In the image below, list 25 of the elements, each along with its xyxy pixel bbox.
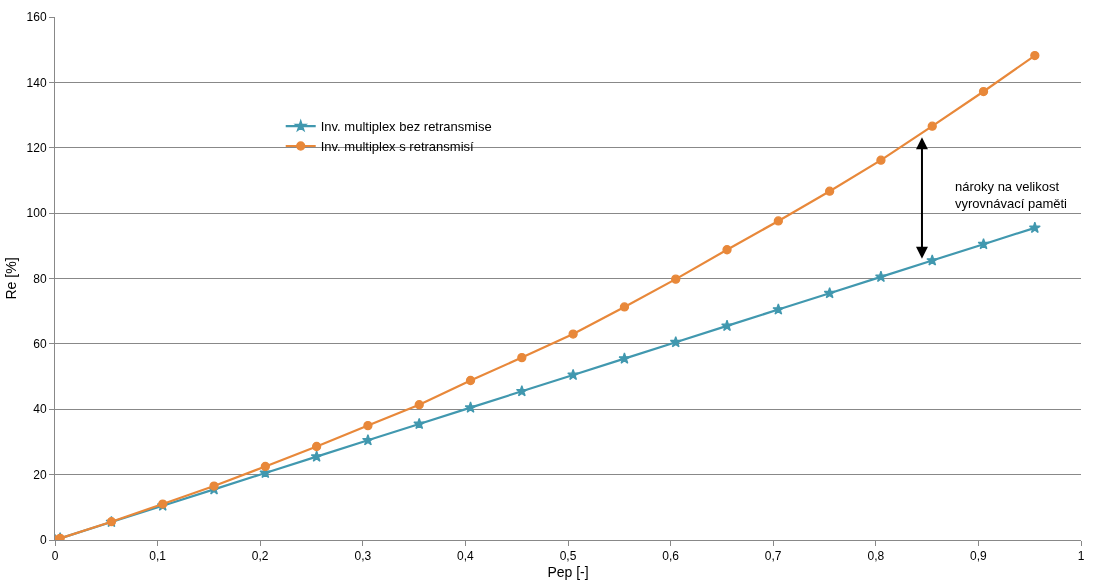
y-tick-label: 80 [33,271,47,286]
x-axis-title: Pep [-] [547,563,589,580]
x-tick-label: 0,8 [867,549,885,564]
y-tick-label: 160 [26,10,47,25]
y-tick-label: 100 [26,206,47,221]
x-tick-label: 1 [1077,549,1085,564]
y-tick-label: 60 [33,337,47,352]
legend-label: Inv. multiplex bez retransmise [320,119,492,135]
annotation: nároky na velikost vyrovnávací paměti [955,179,1068,211]
x-tick-label: 0,5 [559,549,577,564]
x-tick-label: 0,4 [457,549,475,564]
y-tick-label: 120 [26,140,47,155]
x-tick-label: 0 [51,549,59,564]
y-tick-label: 140 [26,75,47,90]
x-tick-label: 0,2 [251,549,269,564]
x-tick-label: 0,9 [970,549,988,564]
y-tick-label: 20 [33,467,47,482]
x-tick-label: 0,7 [764,549,782,564]
y-axis-title: Re [%] [3,257,20,300]
y-tick-label: 40 [33,402,47,417]
x-tick-label: 0,3 [354,549,372,564]
x-tick-label: 0,6 [662,549,680,564]
legend-label: Inv. multiplex s retransmisí [320,139,475,155]
y-tick-label: 0 [39,533,47,548]
x-tick-label: 0,1 [149,549,167,564]
